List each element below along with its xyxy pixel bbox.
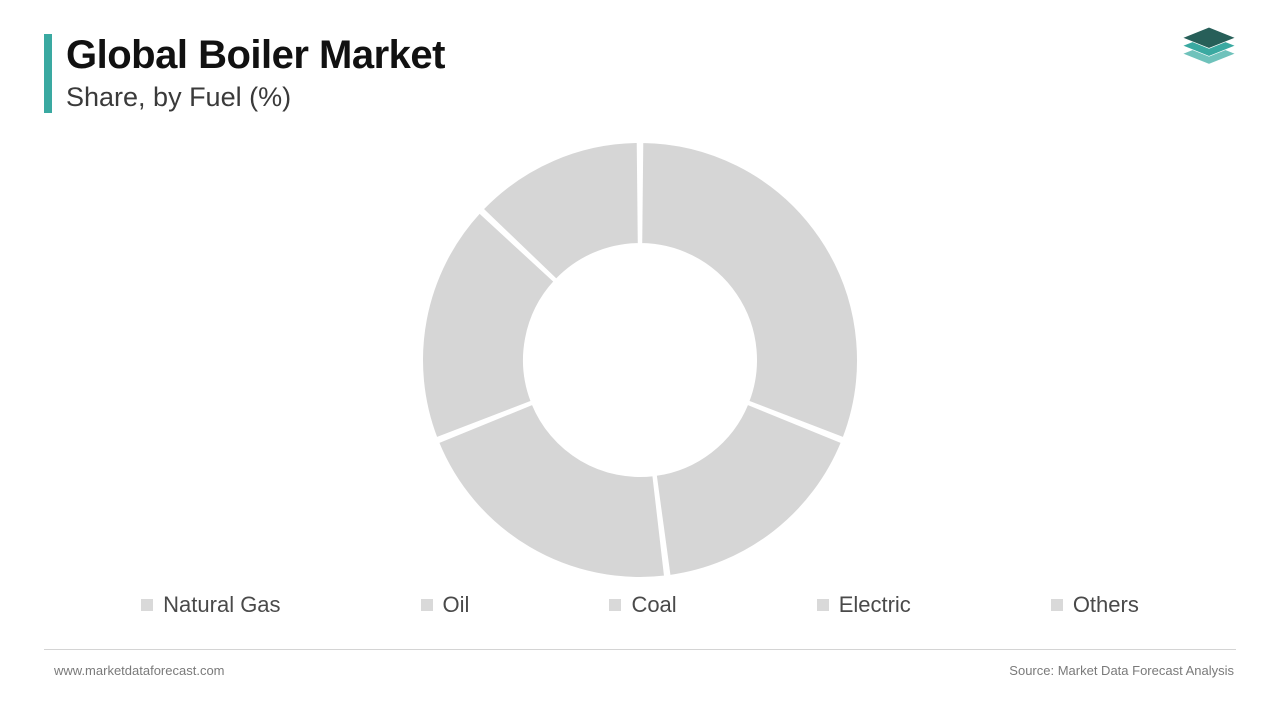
legend-item: Oil (421, 592, 470, 618)
page-title: Global Boiler Market (66, 34, 445, 76)
legend-swatch-icon (1051, 599, 1063, 611)
legend-label: Natural Gas (163, 592, 280, 618)
title-block: Global Boiler Market Share, by Fuel (%) (44, 34, 445, 113)
page: Global Boiler Market Share, by Fuel (%) … (0, 0, 1280, 720)
legend-swatch-icon (421, 599, 433, 611)
legend-item: Coal (609, 592, 676, 618)
legend-label: Oil (443, 592, 470, 618)
footer-url: www.marketdataforecast.com (54, 663, 225, 678)
donut-slice (656, 404, 842, 576)
accent-bar (44, 34, 52, 113)
legend-swatch-icon (817, 599, 829, 611)
donut-chart (420, 140, 860, 580)
brand-logo-icon (1176, 18, 1242, 84)
legend-item: Electric (817, 592, 911, 618)
page-subtitle: Share, by Fuel (%) (66, 82, 445, 113)
legend-item: Natural Gas (141, 592, 280, 618)
legend-label: Electric (839, 592, 911, 618)
layers-icon (1176, 18, 1242, 84)
legend-label: Others (1073, 592, 1139, 618)
legend-label: Coal (631, 592, 676, 618)
legend-swatch-icon (609, 599, 621, 611)
donut-slice (641, 142, 858, 438)
chart-container (0, 140, 1280, 580)
title-group: Global Boiler Market Share, by Fuel (%) (66, 34, 445, 113)
footer-source: Source: Market Data Forecast Analysis (1009, 663, 1234, 678)
donut-slice (438, 404, 665, 578)
legend-swatch-icon (141, 599, 153, 611)
legend: Natural Gas Oil Coal Electric Others (0, 592, 1280, 618)
footer-divider (44, 649, 1236, 650)
legend-item: Others (1051, 592, 1139, 618)
